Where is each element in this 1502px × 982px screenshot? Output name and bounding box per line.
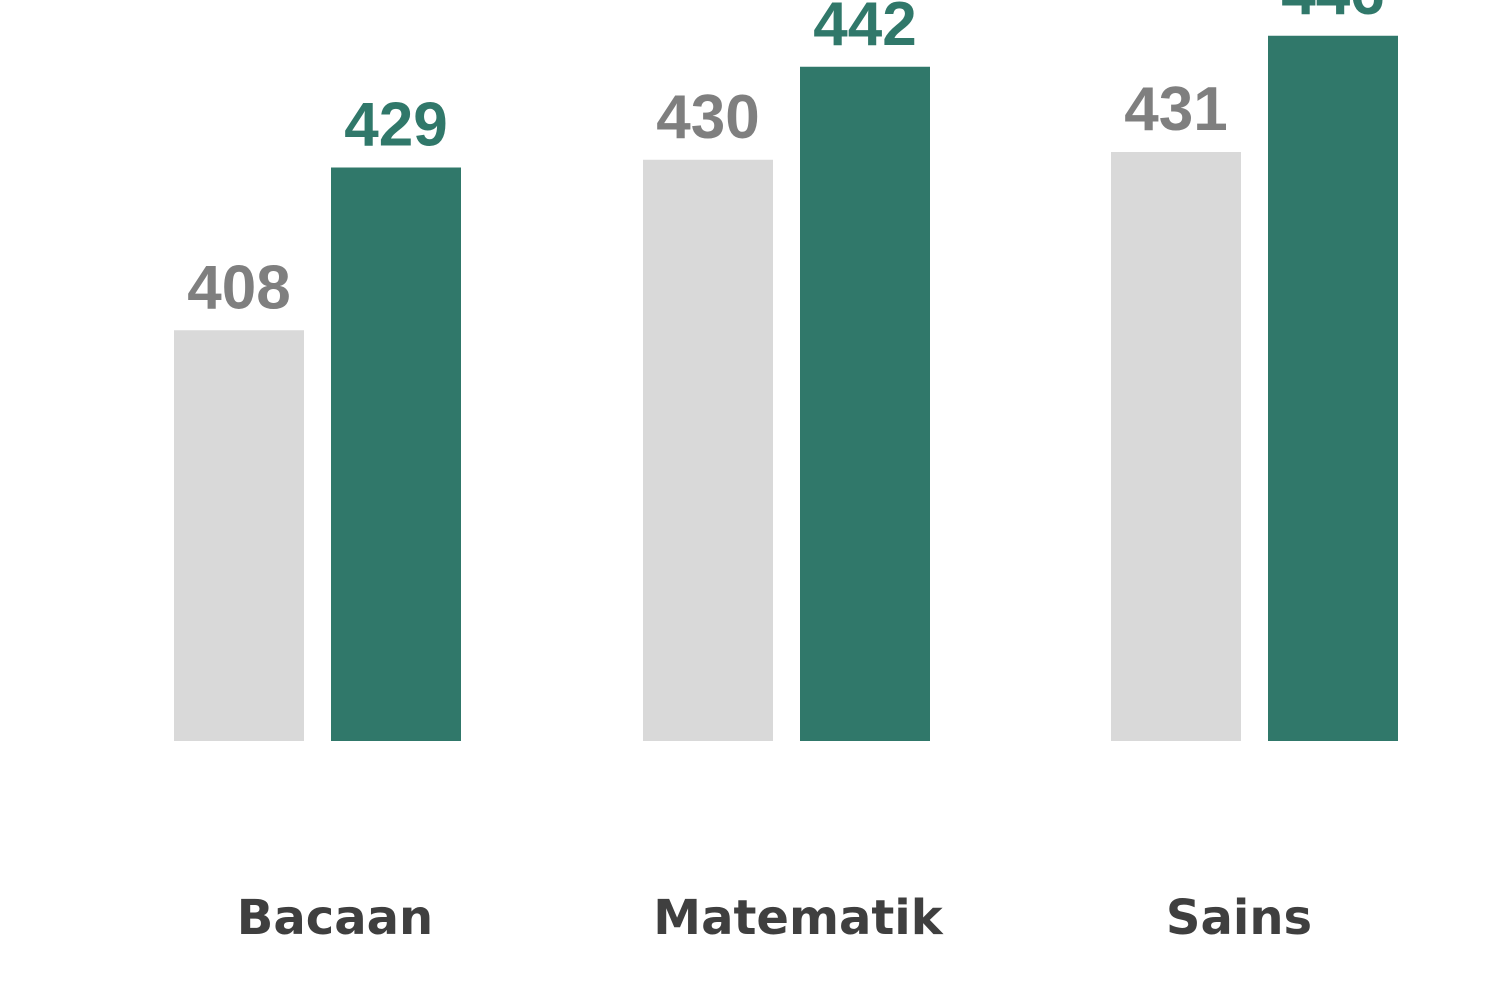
bars-layer [174, 35, 1398, 741]
bar-matematik-series-2 [800, 66, 930, 741]
bar-bacaan-series-2 [331, 167, 461, 741]
value-labels-layer: 408 429 430 442 431 446 [187, 0, 1384, 322]
value-label-bacaan-series-1: 408 [187, 253, 290, 322]
value-label-matematik-series-1: 430 [656, 83, 759, 152]
category-label-bacaan: Bacaan [237, 890, 433, 946]
bar-bacaan-series-1 [174, 330, 304, 741]
value-label-sains-series-2: 446 [1281, 0, 1384, 28]
category-labels-layer: Bacaan Matematik Sains [237, 890, 1312, 946]
value-label-bacaan-series-2: 429 [344, 91, 447, 160]
bar-matematik-series-1 [643, 159, 773, 741]
bar-sains-series-2 [1268, 35, 1398, 741]
value-label-matematik-series-2: 442 [813, 0, 916, 59]
value-label-sains-series-1: 431 [1124, 75, 1227, 144]
category-label-matematik: Matematik [653, 890, 943, 946]
bar-sains-series-1 [1111, 152, 1241, 741]
category-label-sains: Sains [1166, 890, 1312, 946]
